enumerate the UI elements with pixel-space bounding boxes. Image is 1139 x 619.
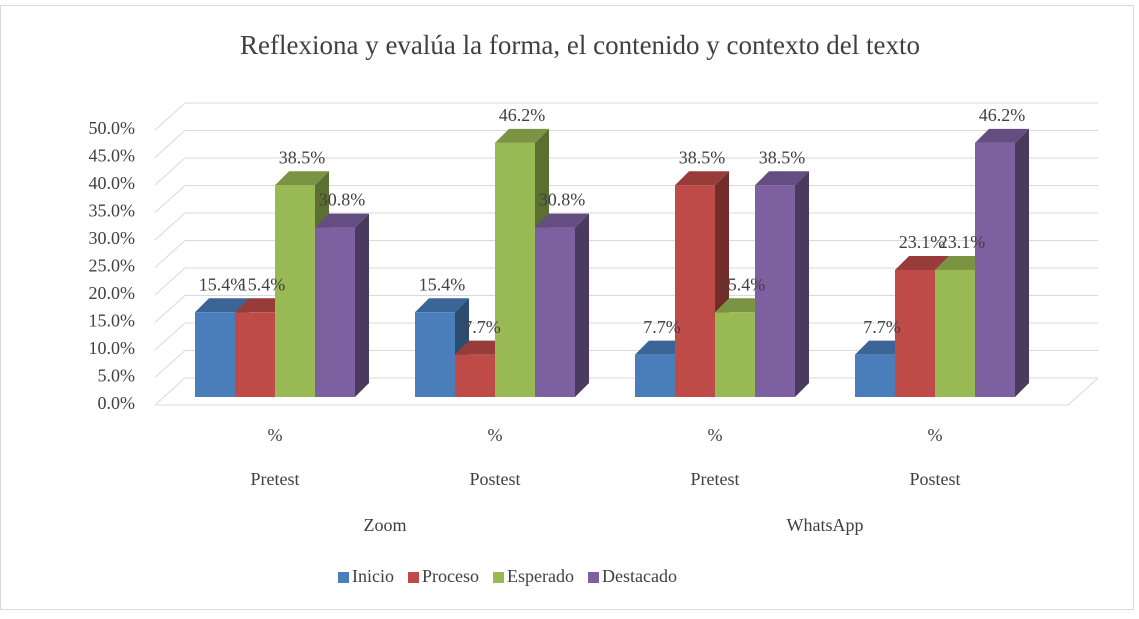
- bar-front: [715, 312, 755, 397]
- bar-top: [195, 298, 249, 313]
- data-label: 23.1%: [899, 232, 946, 252]
- y-tick-label: 30.0%: [89, 228, 136, 248]
- chart-title: Reflexiona y evalúa la forma, el conteni…: [240, 30, 920, 60]
- bar-front: [755, 185, 795, 397]
- legend-swatch: [338, 572, 349, 583]
- data-label: 30.8%: [539, 190, 586, 210]
- x-tick-label: %: [708, 425, 723, 445]
- bar-side: [355, 213, 369, 397]
- bar-top: [895, 255, 949, 270]
- bar: [755, 171, 809, 397]
- y-tick-label: 20.0%: [89, 283, 136, 303]
- floor-edge: [1067, 377, 1099, 406]
- bar-front: [935, 269, 975, 397]
- bar-front: [855, 354, 895, 397]
- bar-side: [575, 213, 589, 397]
- x-tick-label: %: [488, 425, 503, 445]
- y-tick-label: 50.0%: [89, 118, 136, 138]
- bar: [535, 213, 589, 397]
- bar-top: [415, 298, 469, 313]
- data-label: 15.4%: [419, 274, 466, 294]
- x-sub-label: Pretest: [691, 469, 740, 489]
- bar-front: [455, 354, 495, 397]
- data-label: 38.5%: [679, 147, 726, 167]
- data-label: 15.4%: [199, 274, 246, 294]
- bar-front: [895, 269, 935, 397]
- y-tick-label: 0.0%: [98, 393, 136, 413]
- data-label: 46.2%: [979, 105, 1026, 125]
- bar-front: [195, 312, 235, 397]
- data-label: 7.7%: [463, 317, 501, 337]
- data-label: 23.1%: [939, 232, 986, 252]
- y-tick-label: 40.0%: [89, 173, 136, 193]
- x-sub-label: Postest: [469, 469, 520, 489]
- bar-front: [415, 312, 455, 397]
- x-sub-label: Postest: [909, 469, 960, 489]
- bar-top: [315, 213, 369, 228]
- bar-top: [755, 171, 809, 186]
- bar-top: [975, 128, 1029, 143]
- bar-front: [275, 185, 315, 397]
- bar-top: [275, 171, 329, 186]
- bar-front: [975, 142, 1015, 397]
- bar-front: [495, 142, 535, 397]
- bar-front: [675, 185, 715, 397]
- y-tick-label: 45.0%: [89, 146, 136, 166]
- grid-line: [154, 130, 1098, 158]
- y-tick-label: 25.0%: [89, 256, 136, 276]
- grid-line: [154, 102, 1098, 131]
- x-group-label: WhatsApp: [787, 515, 864, 535]
- y-tick-label: 5.0%: [98, 366, 136, 386]
- data-label: 38.5%: [759, 147, 806, 167]
- x-sub-label: Pretest: [251, 469, 300, 489]
- data-label: 7.7%: [643, 317, 681, 337]
- y-tick-label: 35.0%: [89, 201, 136, 221]
- legend-label: Proceso: [422, 566, 479, 586]
- y-tick-label: 15.0%: [89, 311, 136, 331]
- x-tick-label: %: [928, 425, 943, 445]
- data-label: 15.4%: [239, 274, 286, 294]
- bar-front: [535, 227, 575, 397]
- legend-label: Inicio: [352, 566, 394, 586]
- bar-top: [675, 171, 729, 186]
- data-label: 7.7%: [863, 317, 901, 337]
- bar-front: [635, 354, 675, 397]
- legend-swatch: [408, 572, 419, 583]
- data-label: 38.5%: [279, 147, 326, 167]
- legend-label: Destacado: [602, 566, 677, 586]
- data-label: 15.4%: [719, 274, 766, 294]
- bar-front: [235, 312, 275, 397]
- bar-side: [1015, 128, 1029, 397]
- legend-swatch: [587, 572, 599, 583]
- grid-line: [154, 157, 1098, 186]
- bar-front: [315, 227, 355, 397]
- data-label: 30.8%: [319, 190, 366, 210]
- x-group-label: Zoom: [364, 515, 407, 535]
- bar-top: [495, 128, 549, 143]
- y-tick-label: 10.0%: [89, 338, 136, 358]
- x-tick-label: %: [268, 425, 283, 445]
- legend-swatch: [493, 572, 504, 583]
- bar-side: [795, 171, 809, 397]
- data-label: 46.2%: [499, 105, 546, 125]
- legend-label: Esperado: [507, 566, 574, 586]
- bar: [315, 213, 369, 397]
- bar: [975, 128, 1029, 397]
- bar-top: [535, 213, 589, 228]
